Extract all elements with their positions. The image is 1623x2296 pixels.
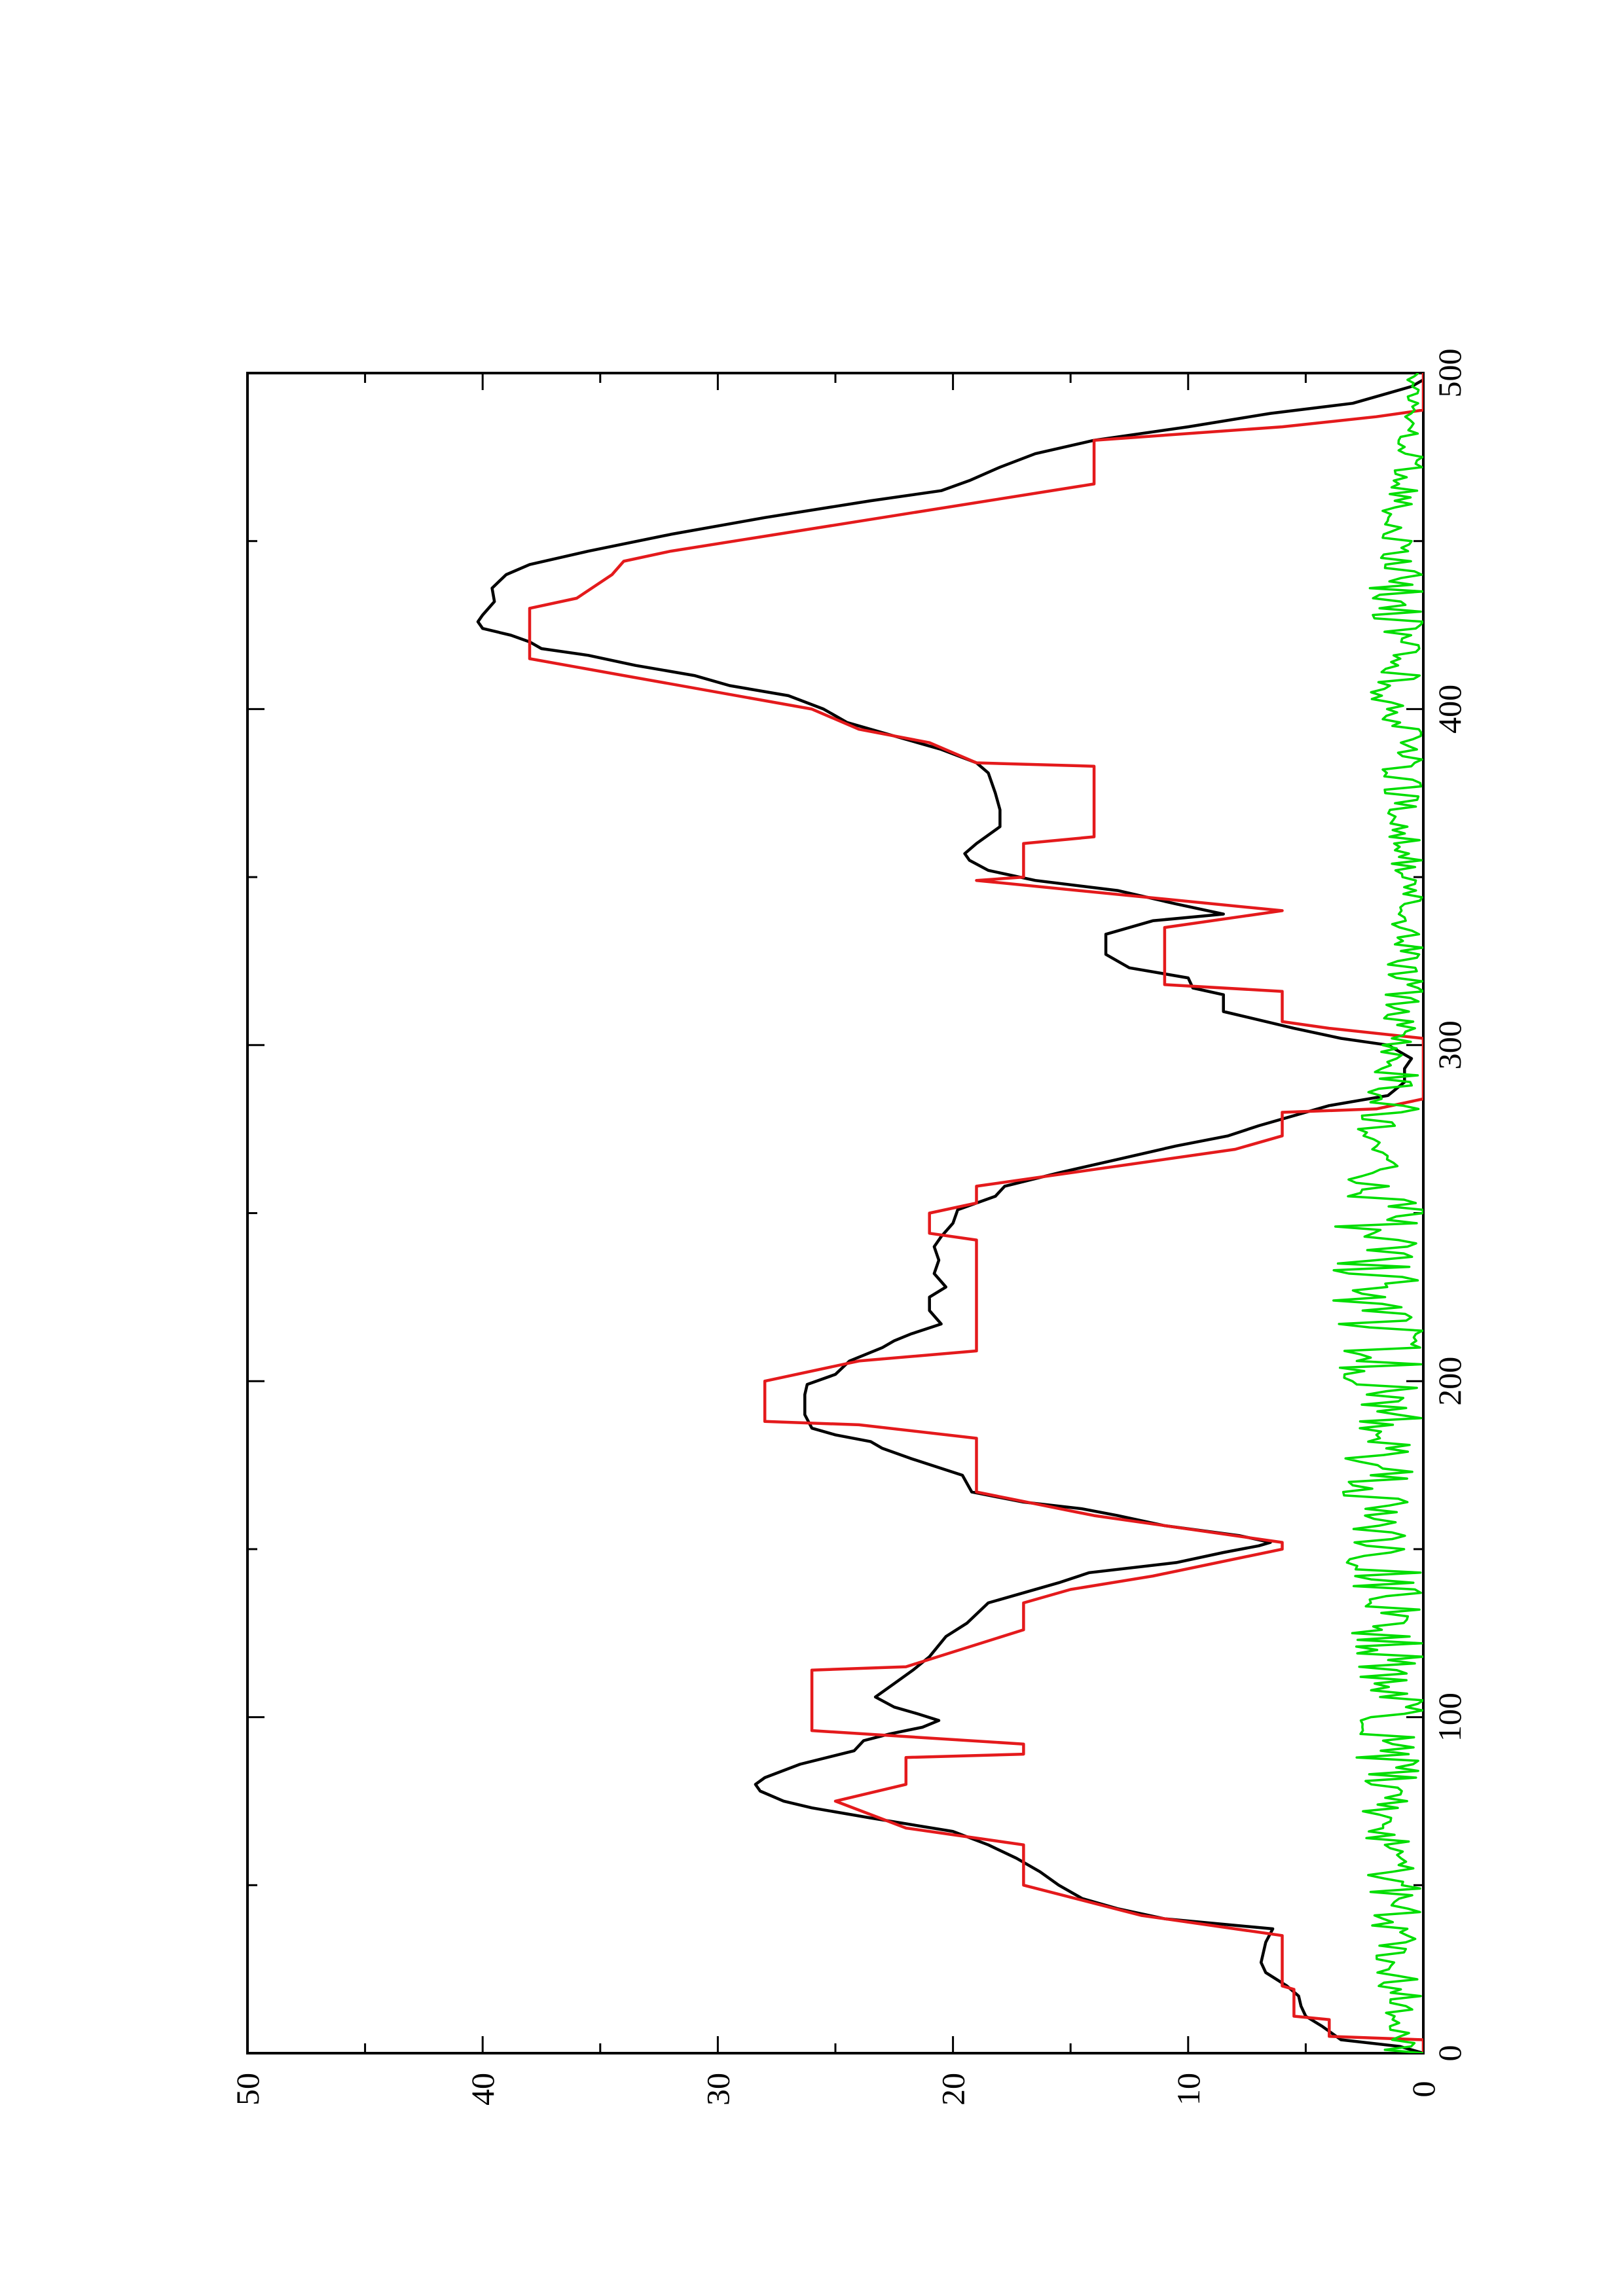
series-group [476,373,1423,2053]
series-black-line [476,378,1423,2053]
series-red-line [528,373,1423,2053]
x-tick-label: 200 [1431,1357,1468,1406]
tick-labels: 0 100 200 300 400 500 0 10 20 30 40 50 [229,349,1468,2106]
x-tick-label: 100 [1431,1693,1468,1742]
x-tick-label: 0 [1431,2045,1468,2062]
y-tick-label: 50 [229,2073,266,2106]
y-tick-label: 30 [699,2073,736,2106]
x-tick-label: 400 [1431,685,1468,734]
y-tick-label: 10 [1170,2073,1207,2106]
series-green-line [1332,373,1423,2053]
x-tick-label: 500 [1431,349,1468,398]
y-tick-label: 20 [935,2073,972,2106]
x-tick-label: 300 [1431,1020,1468,1069]
y-tick-label: 0 [1405,2081,1442,2098]
y-tick-label: 40 [464,2073,501,2106]
